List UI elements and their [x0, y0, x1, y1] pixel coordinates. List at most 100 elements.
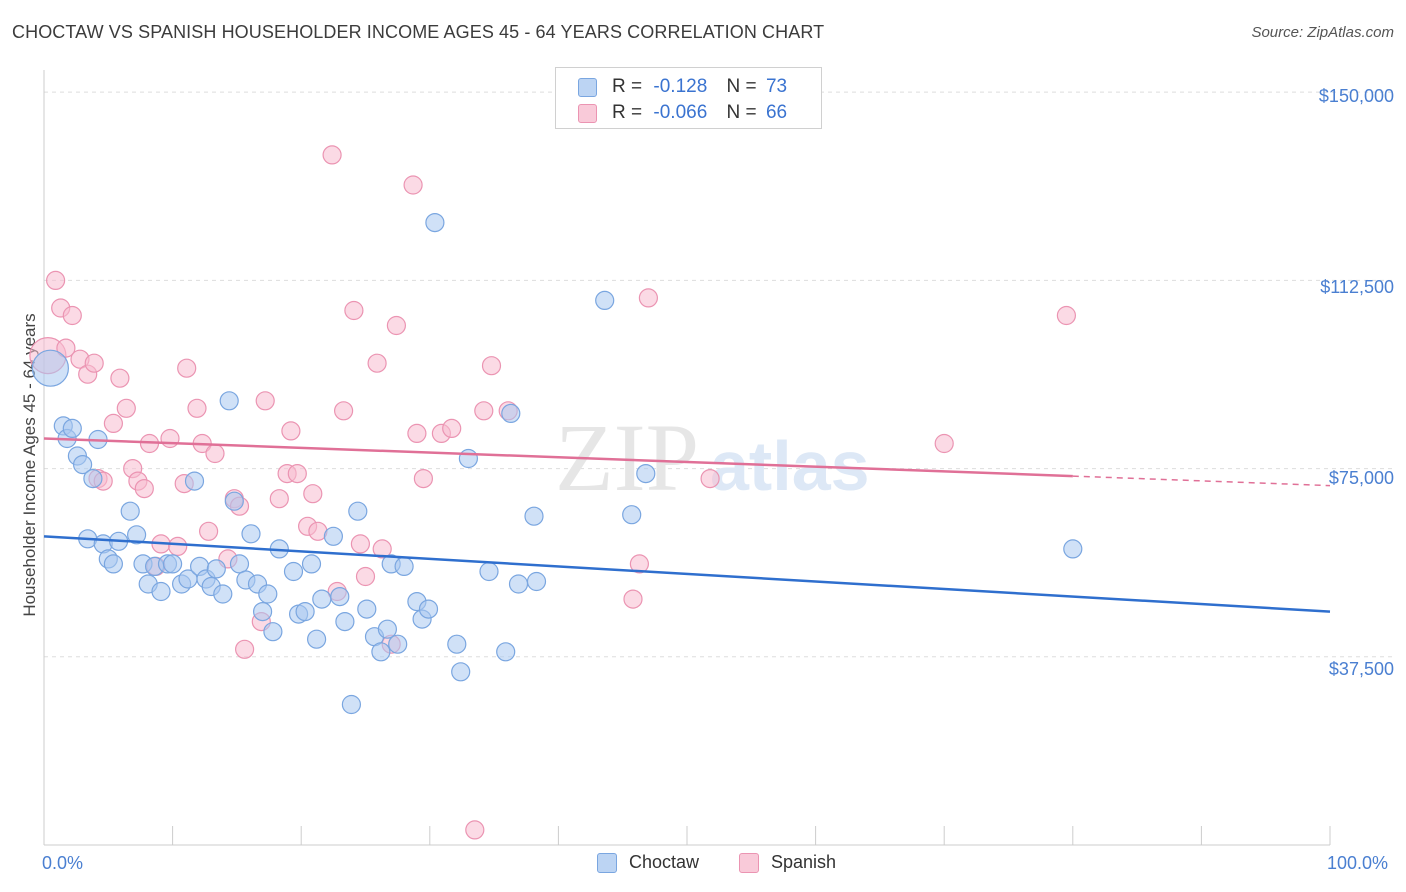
r-label: R =	[612, 102, 643, 123]
choctaw-point	[341, 694, 361, 715]
choctaw-point	[295, 601, 315, 622]
n-label: N =	[726, 76, 757, 97]
spanish-trend-extension	[1072, 475, 1331, 487]
spanish-n-value: 66	[765, 102, 788, 123]
choctaw-point	[357, 599, 377, 619]
choctaw-point	[224, 491, 244, 511]
choctaw-points	[31, 213, 1083, 715]
spanish-point	[442, 418, 462, 438]
spanish-point	[168, 536, 188, 557]
choctaw-point	[458, 448, 478, 469]
choctaw-point	[258, 584, 278, 604]
spanish-point	[303, 484, 323, 504]
choctaw-point	[496, 642, 516, 662]
chart-title: CHOCTAW VS SPANISH HOUSEHOLDER INCOME AG…	[12, 22, 825, 42]
choctaw-point	[163, 554, 183, 574]
spanish-legend-label: Spanish	[771, 852, 837, 872]
spanish-point	[465, 820, 485, 840]
spanish-point	[235, 639, 255, 659]
choctaw-r-value: -0.128	[653, 76, 708, 97]
choctaw-point	[72, 455, 93, 475]
choctaw-point	[120, 501, 140, 521]
spanish-point	[116, 398, 136, 418]
choctaw-point	[263, 622, 283, 642]
choctaw-point	[127, 525, 147, 545]
spanish-point	[103, 413, 124, 433]
choctaw-point	[62, 418, 82, 438]
spanish-point	[110, 368, 130, 388]
choctaw-point	[31, 349, 70, 387]
spanish-point	[45, 270, 66, 290]
spanish-point	[403, 175, 423, 195]
choctaw-legend-label: Choctaw	[629, 852, 700, 872]
choctaw-point	[103, 554, 124, 574]
spanish-point	[350, 534, 370, 554]
choctaw-point	[595, 290, 615, 310]
choctaw-point	[425, 213, 445, 233]
spanish-point	[62, 305, 82, 326]
spanish-point	[177, 358, 197, 378]
choctaw-point	[479, 561, 499, 582]
spanish-point	[199, 521, 219, 541]
spanish-point	[386, 315, 406, 336]
y-tick-label: $37,500	[1328, 659, 1394, 679]
spanish-point	[344, 300, 364, 321]
choctaw-n-value: 73	[765, 76, 788, 97]
choctaw-point	[501, 403, 521, 423]
spanish-trend-line	[43, 437, 1073, 478]
spanish-point	[474, 401, 494, 421]
spanish-point	[372, 539, 392, 559]
correlation-legend: R = -0.128 N = 73 R = -0.066 N = 66	[555, 67, 822, 129]
choctaw-point	[307, 629, 327, 649]
spanish-point	[623, 589, 643, 609]
choctaw-point	[1063, 539, 1083, 559]
choctaw-point	[253, 601, 273, 622]
choctaw-point	[526, 571, 547, 592]
spanish-point	[413, 469, 433, 489]
choctaw-legend-swatch	[597, 853, 617, 873]
spanish-point	[287, 464, 307, 484]
axes	[43, 70, 1331, 846]
choctaw-point	[206, 559, 226, 579]
choctaw-point	[636, 464, 656, 484]
choctaw-trend-line	[43, 535, 1331, 613]
y-tick-label: $150,000	[1318, 86, 1394, 106]
choctaw-point	[377, 619, 397, 639]
choctaw-point	[219, 391, 239, 411]
choctaw-point	[283, 561, 304, 582]
source-label: Source: ZipAtlas.com	[1251, 24, 1394, 41]
x-tick-label-max: 100.0%	[1327, 853, 1389, 873]
choctaw-point	[348, 501, 368, 521]
spanish-point	[334, 401, 354, 421]
choctaw-swatch	[578, 78, 597, 97]
trend-lines	[43, 437, 1331, 613]
spanish-point	[160, 428, 180, 449]
spanish-point	[481, 356, 502, 376]
choctaw-point	[229, 554, 250, 574]
spanish-point	[1056, 305, 1077, 326]
n-label: N =	[726, 102, 757, 123]
spanish-points	[29, 145, 1077, 840]
x-tick-label-min: 0.0%	[42, 853, 84, 873]
spanish-point	[367, 353, 387, 373]
choctaw-point	[184, 471, 205, 491]
choctaw-point	[312, 589, 332, 609]
spanish-point	[134, 479, 154, 499]
spanish-r-value: -0.066	[653, 102, 708, 123]
choctaw-point	[508, 574, 529, 594]
spanish-point	[355, 566, 376, 587]
choctaw-point	[213, 584, 233, 604]
choctaw-point	[394, 556, 414, 577]
spanish-point	[84, 353, 104, 373]
choctaw-point	[335, 611, 355, 632]
spanish-swatch	[578, 104, 597, 123]
spanish-point	[322, 145, 342, 165]
spanish-point	[934, 433, 954, 454]
spanish-point	[700, 469, 720, 489]
choctaw-point	[622, 505, 642, 525]
choctaw-point	[301, 554, 322, 574]
choctaw-point	[241, 524, 261, 544]
choctaw-point	[371, 642, 391, 662]
spanish-point	[269, 489, 289, 509]
